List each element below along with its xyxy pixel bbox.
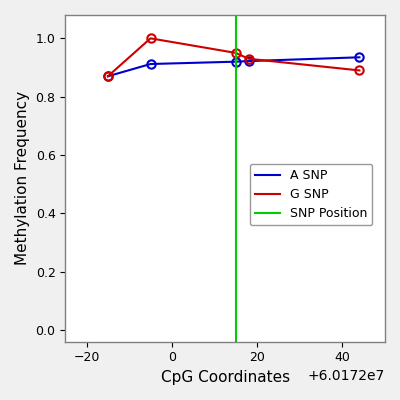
Y-axis label: Methylation Frequency: Methylation Frequency [15,91,30,266]
Legend: A SNP, G SNP, SNP Position: A SNP, G SNP, SNP Position [250,164,372,226]
X-axis label: CpG Coordinates: CpG Coordinates [160,370,290,385]
